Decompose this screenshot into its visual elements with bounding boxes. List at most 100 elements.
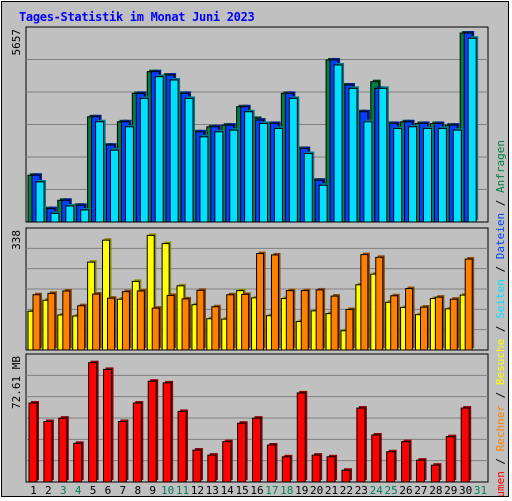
bar-volumen-day-20 bbox=[311, 454, 321, 483]
bar-rechner-day-17 bbox=[270, 254, 279, 351]
bar-volumen-day-23 bbox=[356, 407, 366, 483]
bar-seiten-day-4 bbox=[80, 209, 90, 223]
bar-seiten-day-7 bbox=[124, 126, 134, 223]
bar-rechner-day-23 bbox=[360, 254, 369, 351]
x-tick-label-13: 13 bbox=[206, 484, 219, 496]
bar-rechner-day-22 bbox=[345, 309, 354, 351]
side-label-separator: / bbox=[494, 319, 507, 339]
x-tick-label-24: 24 bbox=[370, 484, 384, 496]
bar-volumen-day-11 bbox=[177, 410, 187, 483]
bar-volumen-day-14 bbox=[222, 441, 232, 483]
x-tick-label-11: 11 bbox=[176, 484, 189, 496]
x-tick-label-3: 3 bbox=[60, 484, 67, 496]
x-tick-label-23: 23 bbox=[355, 484, 368, 496]
bar-volumen-day-9 bbox=[147, 380, 157, 483]
bar-rechner-day-8 bbox=[136, 290, 145, 351]
bar-besuche-day-6 bbox=[102, 239, 111, 351]
bar-seiten-day-20 bbox=[318, 184, 328, 223]
bar-volumen-day-17 bbox=[266, 444, 276, 483]
x-tick-label-25: 25 bbox=[385, 484, 398, 496]
bar-seiten-day-1 bbox=[35, 181, 45, 223]
bar-volumen-day-6 bbox=[103, 368, 113, 483]
x-tick-label-8: 8 bbox=[134, 484, 141, 496]
bar-volumen-day-8 bbox=[132, 402, 142, 483]
bar-rechner-day-24 bbox=[375, 256, 384, 351]
side-label-besuche: Besuche bbox=[494, 339, 507, 385]
x-tick-label-4: 4 bbox=[75, 484, 82, 496]
bar-volumen-day-16 bbox=[252, 417, 262, 483]
bar-seiten-day-29 bbox=[452, 129, 462, 223]
bar-volumen-day-7 bbox=[117, 421, 127, 483]
x-tick-label-10: 10 bbox=[161, 484, 174, 496]
bar-rechner-day-27 bbox=[419, 306, 428, 351]
bar-rechner-day-10 bbox=[166, 294, 175, 351]
bar-volumen-day-3 bbox=[58, 417, 68, 483]
bar-volumen-day-13 bbox=[207, 454, 217, 483]
bar-seiten-day-13 bbox=[214, 131, 224, 223]
x-tick-label-17: 17 bbox=[265, 484, 278, 496]
x-tick-label-6: 6 bbox=[105, 484, 112, 496]
x-tick-label-2: 2 bbox=[45, 484, 52, 496]
bar-seiten-day-14 bbox=[229, 129, 239, 223]
bar-volumen-day-26 bbox=[401, 441, 411, 483]
bar-rechner-day-29 bbox=[449, 298, 458, 351]
bar-volumen-day-4 bbox=[73, 442, 83, 483]
bar-seiten-day-27 bbox=[422, 127, 432, 223]
x-tick-label-21: 21 bbox=[325, 484, 338, 496]
x-tick-label-18: 18 bbox=[280, 484, 293, 496]
bar-volumen-day-1 bbox=[28, 402, 38, 483]
bar-rechner-day-1 bbox=[32, 294, 41, 351]
panel-top-ymax-label: 5657 bbox=[10, 29, 23, 56]
bar-seiten-day-21 bbox=[333, 64, 343, 223]
bar-rechner-day-16 bbox=[256, 253, 265, 351]
bar-rechner-day-13 bbox=[211, 306, 220, 351]
bar-rechner-day-15 bbox=[241, 293, 250, 351]
bar-volumen-day-24 bbox=[371, 434, 381, 483]
bar-seiten-day-12 bbox=[199, 136, 209, 223]
bar-volumen-day-5 bbox=[88, 362, 98, 483]
bar-seiten-day-25 bbox=[393, 127, 403, 223]
bar-seiten-day-2 bbox=[50, 212, 60, 223]
bar-seiten-day-10 bbox=[169, 79, 179, 223]
x-tick-label-14: 14 bbox=[221, 484, 235, 496]
bar-seiten-day-15 bbox=[244, 111, 254, 223]
side-legend: Volumen / Rechner / Besuche / Seiten / D… bbox=[494, 140, 507, 496]
bar-rechner-day-3 bbox=[62, 290, 71, 351]
side-label-separator: / bbox=[494, 451, 507, 471]
bar-seiten-day-3 bbox=[65, 205, 75, 223]
x-tick-label-29: 29 bbox=[444, 484, 457, 496]
x-tick-label-19: 19 bbox=[295, 484, 308, 496]
bar-volumen-day-19 bbox=[296, 392, 306, 483]
bar-seiten-day-26 bbox=[408, 126, 418, 223]
bar-volumen-day-28 bbox=[430, 464, 440, 483]
bar-rechner-day-21 bbox=[330, 295, 339, 351]
bar-volumen-day-10 bbox=[162, 382, 172, 483]
bar-seiten-day-28 bbox=[437, 127, 447, 223]
bar-seiten-day-23 bbox=[363, 121, 373, 223]
bar-volumen-day-18 bbox=[281, 456, 291, 483]
bar-seiten-day-6 bbox=[110, 149, 120, 223]
x-tick-label-5: 5 bbox=[90, 484, 97, 496]
bar-seiten-day-30 bbox=[467, 37, 477, 223]
side-label-rechner: Rechner bbox=[494, 405, 507, 452]
side-label-seiten: Seiten bbox=[494, 279, 507, 319]
bar-seiten-day-5 bbox=[95, 121, 105, 223]
bar-volumen-day-15 bbox=[237, 422, 247, 483]
bar-seiten-day-17 bbox=[273, 127, 283, 223]
x-tick-label-27: 27 bbox=[414, 484, 427, 496]
x-tick-label-9: 9 bbox=[149, 484, 156, 496]
bar-rechner-day-30 bbox=[464, 258, 473, 351]
x-tick-label-30: 30 bbox=[459, 484, 472, 496]
panel-middle-ymax-label: 338 bbox=[10, 230, 23, 250]
chart-title: Tages-Statistik im Monat Juni 2023 bbox=[19, 10, 255, 24]
x-tick-label-16: 16 bbox=[250, 484, 263, 496]
x-tick-label-22: 22 bbox=[340, 484, 353, 496]
bar-rechner-day-12 bbox=[196, 289, 205, 351]
panel-bottom-ymax-label: 72.61 MB bbox=[10, 356, 23, 409]
bar-seiten-day-18 bbox=[288, 97, 298, 223]
side-label-separator: / bbox=[494, 385, 507, 405]
side-label-anfragen: Anfragen bbox=[494, 140, 507, 193]
bar-rechner-day-19 bbox=[300, 290, 309, 351]
